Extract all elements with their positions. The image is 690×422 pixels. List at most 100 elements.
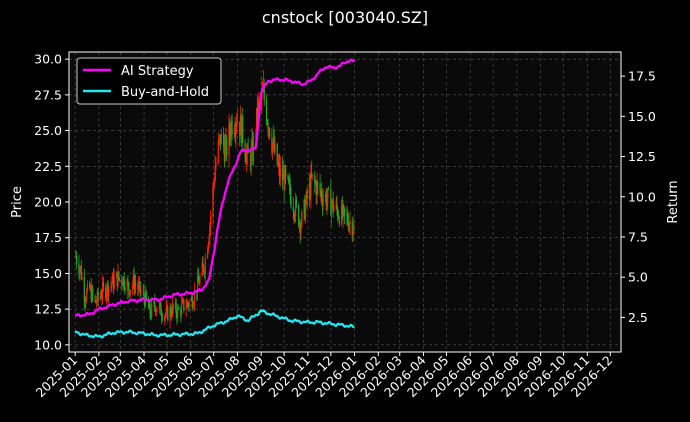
price-candle-body — [288, 183, 291, 185]
price-candle-body — [106, 283, 108, 294]
price-candle-body — [331, 199, 333, 205]
price-candle-body — [89, 284, 91, 289]
price-candle-body — [138, 284, 140, 290]
price-candle-body — [207, 243, 209, 251]
series-line-ai-strategy — [74, 58, 356, 318]
price-candle-body — [309, 183, 311, 197]
price-candle-body — [129, 289, 131, 295]
right-tick-label: 7.5 — [628, 229, 648, 244]
price-candle-body — [137, 285, 139, 290]
price-candle-body — [224, 144, 226, 162]
price-candle-body — [105, 293, 108, 298]
price-candle-body — [156, 309, 158, 311]
price-candle-body — [149, 303, 151, 316]
price-candle-body — [84, 299, 86, 303]
price-candle-body — [164, 316, 166, 320]
price-candle-body — [235, 124, 237, 134]
price-candle-body — [327, 188, 330, 190]
price-candle-body — [234, 131, 236, 134]
price-candle-body — [303, 200, 305, 212]
price-candle-body — [165, 308, 167, 315]
price-candle-body — [349, 221, 351, 225]
price-candle-body — [153, 301, 155, 305]
price-candle-body — [276, 143, 278, 165]
price-candle-body — [108, 287, 110, 296]
price-candle-body — [330, 188, 332, 215]
price-candle-body — [342, 205, 344, 217]
price-candle-body — [338, 217, 340, 224]
price-candle-body — [78, 263, 80, 274]
price-candle-body — [289, 184, 291, 196]
price-candle-body — [180, 303, 183, 315]
right-tick-label: 5.0 — [628, 270, 648, 285]
price-candle-body — [223, 133, 225, 146]
price-candle-body — [80, 266, 82, 279]
price-candle-body — [97, 291, 99, 299]
price-candle-body — [341, 204, 343, 217]
price-candle-body — [201, 262, 203, 276]
price-candle-body — [268, 128, 271, 138]
price-candle-body — [145, 291, 147, 300]
price-candle-body — [161, 315, 163, 318]
price-candle-body — [251, 140, 253, 147]
price-candle-body — [316, 182, 318, 196]
price-candle-body — [295, 199, 297, 217]
price-candle-body — [351, 221, 353, 236]
price-candle-body — [219, 134, 222, 144]
price-candle-body — [118, 271, 120, 279]
price-candle-body — [335, 203, 337, 208]
left-tick-label: 30.0 — [34, 52, 62, 67]
price-candle-body — [139, 281, 141, 293]
price-candle-body — [240, 115, 242, 143]
price-candle-body — [159, 303, 161, 305]
price-candle-body — [75, 256, 77, 258]
left-tick-label: 22.5 — [34, 159, 62, 174]
price-candle-body — [134, 283, 136, 290]
price-candle-body — [169, 307, 171, 321]
price-candle-body — [225, 139, 227, 145]
price-candle-body — [250, 146, 252, 166]
price-candle-body — [299, 221, 301, 233]
legend: AI Strategy Buy-and-Hold — [76, 57, 222, 105]
price-candle-body — [135, 283, 137, 286]
price-candle-body — [190, 296, 193, 302]
price-candle-body — [229, 123, 231, 135]
price-candle-body — [279, 167, 281, 178]
price-candle-body — [242, 115, 244, 143]
price-candle-body — [186, 302, 188, 308]
price-candle-body — [340, 204, 343, 224]
price-candle-body — [337, 209, 339, 218]
right-axis: 2.5 5.0 7.5 10.0 12.5 15.0 17.5 — [621, 69, 656, 325]
price-candle-body — [154, 307, 157, 312]
price-candle-body — [126, 280, 128, 291]
price-candle-body — [118, 278, 121, 279]
y-axis-label-right: Return — [666, 180, 681, 223]
price-candle-body — [94, 295, 96, 301]
price-candle-body — [203, 272, 206, 274]
price-candle-body — [185, 307, 187, 311]
price-candle-body — [170, 314, 173, 316]
price-candle-body — [96, 291, 98, 303]
price-candle-body — [230, 120, 232, 138]
price-candle-body — [138, 281, 141, 285]
price-candle-body — [346, 214, 348, 216]
price-candle-body — [352, 231, 354, 236]
price-candle-body — [177, 307, 179, 318]
price-candle-body — [131, 284, 134, 290]
price-candle-body — [239, 121, 241, 136]
price-candle-body — [282, 173, 284, 181]
price-candle-body — [128, 282, 130, 291]
left-tick-label: 25.0 — [34, 123, 62, 138]
price-candle-body — [226, 139, 228, 156]
price-candle-body — [245, 157, 247, 163]
price-candle-body — [199, 275, 201, 285]
price-candle-body — [284, 168, 286, 191]
price-candle-body — [164, 314, 167, 317]
price-candle-body — [268, 128, 270, 130]
price-candle-body — [180, 309, 182, 315]
price-candle-body — [337, 217, 340, 219]
price-candle-body — [140, 291, 142, 293]
series-line-buy-and-hold — [74, 309, 355, 339]
price-candle-body — [203, 265, 205, 273]
